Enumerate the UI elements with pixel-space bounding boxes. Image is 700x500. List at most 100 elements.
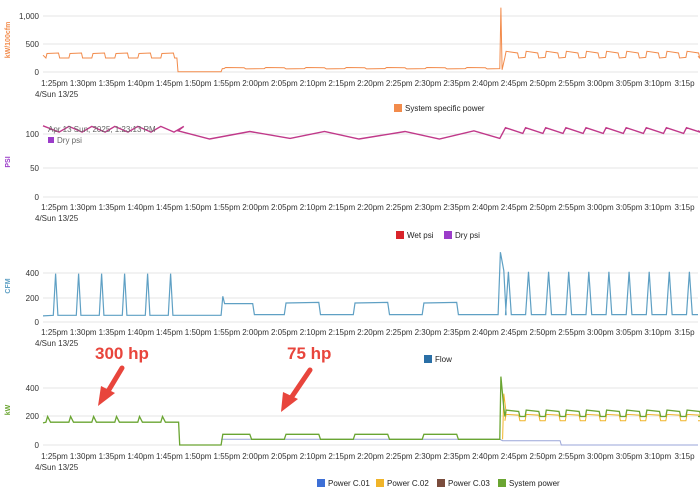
series-line-power-c01 (221, 438, 698, 446)
x-tick-label: 1:30pm (70, 203, 97, 212)
annotation-300hp: 300 hp (95, 344, 149, 406)
x-tick-label: 2:40pm (472, 79, 499, 88)
x-tick-label: 2:15pm (328, 452, 355, 461)
x-tick-label: 2:50pm (530, 79, 557, 88)
annotation-label: 75 hp (287, 344, 331, 363)
x-tick-label: 1:45pm (156, 452, 183, 461)
x-tick-label: 2:20pm (357, 452, 384, 461)
x-tick-label: 2:20pm (357, 328, 384, 337)
x-tick-label: 1:55pm (214, 203, 241, 212)
x-tick-label: 2:45pm (501, 203, 528, 212)
legend[interactable]: Wet psi Dry psi (396, 231, 480, 240)
series-line-dry-psi (42, 125, 700, 140)
x-tick-label: 2:10pm (300, 203, 327, 212)
arrow-shaft (104, 365, 125, 396)
y-tick-label: 500 (26, 40, 40, 49)
x-tick-label: 1:35pm (99, 203, 126, 212)
legend-label: Power C.01 (328, 479, 370, 488)
panel-specific-power: kW/100cfm 1,000 500 0 1:25pm 1:30pm 1:35pm… (5, 7, 700, 113)
y-tick-label: 400 (26, 384, 40, 393)
tooltip-swatch (48, 137, 54, 143)
y-tick-label: 1,000 (19, 12, 40, 21)
x-tick-label: 2:05pm (271, 203, 298, 212)
date-label: 4/Sun 13/25 (35, 463, 79, 472)
x-tick-label: 1:45pm (156, 328, 183, 337)
x-tick-label: 2:25pm (386, 79, 413, 88)
legend-label: Wet psi (407, 231, 434, 240)
panel-psi: PSI 100 50 0 Apr 13 Sun, 2025, 1:23:13 P… (5, 125, 700, 240)
annotation-75hp: 75 hp (281, 344, 331, 412)
legend[interactable]: Power C.01 Power C.02 Power C.03 System … (317, 479, 560, 488)
x-tick-label: 3:10pm (644, 452, 671, 461)
legend-label: System power (509, 479, 560, 488)
y-tick-label: 400 (26, 269, 40, 278)
x-tick-label: 2:35pm (443, 79, 470, 88)
date-label: 4/Sun 13/25 (35, 214, 79, 223)
x-tick-label: 1:50pm (185, 452, 212, 461)
x-tick-label: 2:40pm (472, 452, 499, 461)
y-tick-label: 50 (30, 164, 39, 173)
legend[interactable]: Flow (424, 355, 452, 364)
y-tick-label: 0 (35, 441, 40, 450)
x-tick-label: 3:00pm (587, 452, 614, 461)
x-tick-label: 1:40pm (127, 452, 154, 461)
y-tick-label: 200 (26, 412, 40, 421)
x-tick-label: 1:35pm (99, 328, 126, 337)
y-tick-label: 100 (26, 130, 40, 139)
x-tick-label: 1:45pm (156, 203, 183, 212)
x-tick-label: 3:15p (675, 203, 696, 212)
legend-swatch (376, 479, 384, 487)
x-tick-label: 1:40pm (127, 79, 154, 88)
legend-swatch (396, 231, 404, 239)
x-axis-ticks: 1:25pm 1:30pm 1:35pm 1:40pm 1:45pm 1:50pm 1:55… (41, 328, 695, 337)
y-tick-label: 0 (35, 68, 40, 77)
x-tick-label: 2:05pm (271, 328, 298, 337)
x-tick-label: 1:35pm (99, 452, 126, 461)
legend-swatch (444, 231, 452, 239)
legend-swatch (424, 355, 432, 363)
hover-tooltip: Apr 13 Sun, 2025, 1:23:13 PM Dry psi (48, 125, 156, 145)
x-tick-label: 1:25pm (41, 203, 68, 212)
x-tick-label: 2:35pm (443, 203, 470, 212)
x-tick-label: 2:40pm (472, 203, 499, 212)
series-line-power-c02 (502, 393, 700, 440)
arrow-shaft (288, 367, 313, 401)
legend-label: Flow (435, 355, 452, 364)
x-tick-label: 2:35pm (443, 328, 470, 337)
x-tick-label: 3:10pm (644, 203, 671, 212)
x-tick-label: 2:30pm (415, 203, 442, 212)
x-tick-label: 2:00pm (242, 79, 269, 88)
x-tick-label: 2:15pm (328, 328, 355, 337)
legend[interactable]: System specific power (394, 104, 485, 113)
x-tick-label: 2:50pm (530, 203, 557, 212)
x-tick-label: 2:25pm (386, 328, 413, 337)
x-tick-label: 2:30pm (415, 328, 442, 337)
x-tick-label: 2:55pm (558, 452, 585, 461)
legend-label: Power C.02 (387, 479, 429, 488)
x-tick-label: 2:25pm (386, 452, 413, 461)
legend-swatch (498, 479, 506, 487)
x-tick-label: 3:15p (675, 328, 696, 337)
y-tick-label: 0 (35, 193, 40, 202)
x-tick-label: 1:45pm (156, 79, 183, 88)
x-tick-label: 1:50pm (185, 328, 212, 337)
arrow-head (281, 392, 298, 412)
x-axis-ticks: 1:25pm 1:30pm 1:35pm 1:40pm 1:45pm 1:50pm 1:55… (41, 79, 695, 88)
x-tick-label: 2:05pm (271, 79, 298, 88)
legend-swatch (394, 104, 402, 112)
x-tick-label: 2:25pm (386, 203, 413, 212)
x-axis-ticks: 1:25pm 1:30pm 1:35pm 1:40pm 1:45pm 1:50pm 1:55… (41, 452, 695, 461)
x-tick-label: 3:00pm (587, 203, 614, 212)
x-tick-label: 2:10pm (300, 452, 327, 461)
x-tick-label: 1:55pm (214, 79, 241, 88)
tooltip-timestamp: Apr 13 Sun, 2025, 1:23:13 PM (48, 125, 156, 134)
date-label: 4/Sun 13/25 (35, 90, 79, 99)
x-tick-label: 1:40pm (127, 328, 154, 337)
x-tick-label: 3:05pm (616, 328, 643, 337)
x-tick-label: 2:50pm (530, 328, 557, 337)
x-tick-label: 2:55pm (558, 203, 585, 212)
legend-label: Power C.03 (448, 479, 490, 488)
x-tick-label: 2:30pm (415, 452, 442, 461)
x-tick-label: 2:10pm (300, 328, 327, 337)
